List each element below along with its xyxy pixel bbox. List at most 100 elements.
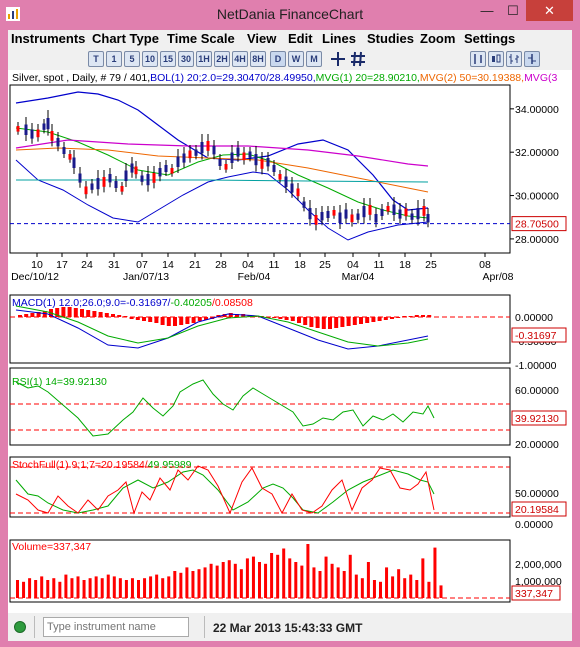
- volume-bar: [22, 581, 26, 598]
- menu-studies[interactable]: Studies: [367, 31, 414, 46]
- macd-histogram-bar: [216, 315, 221, 317]
- price-candle-body: [410, 213, 414, 220]
- timescale-weekly-button[interactable]: W: [288, 51, 304, 67]
- macd-panel[interactable]: MACD(1) 12.0;26.0;9.0=-0.31697/-0.40205/…: [9, 294, 567, 372]
- main-legend-item: MVG(3: [524, 72, 557, 84]
- main-x-major-label: Mar/04: [342, 271, 375, 283]
- instrument-search-input[interactable]: [43, 617, 189, 637]
- window-title: NetDania FinanceChart: [216, 6, 364, 22]
- price-candle-body: [422, 206, 426, 216]
- macd-histogram-bar: [86, 310, 91, 317]
- ohlc-type-icon[interactable]: [506, 51, 522, 67]
- macd-legend-item: MACD(1) 12.0;26.0;9.0=-0.31697/: [12, 297, 171, 309]
- macd-histogram-bar: [235, 314, 239, 317]
- rsi-tick-0: 60.00000: [515, 385, 559, 397]
- main-price-panel[interactable]: Silver, spot , Daily, # 79 / 401,BOL(1) …: [9, 72, 567, 283]
- price-candle-body: [368, 205, 372, 215]
- maximize-button[interactable]: ☐: [507, 3, 519, 18]
- volume-bar: [330, 563, 334, 598]
- volume-bar: [161, 578, 165, 598]
- menu-instruments[interactable]: Instruments: [11, 31, 86, 46]
- stoch-panel[interactable]: StochFull(1) 9;1;7=20.19584/49.95989 50.…: [9, 456, 567, 531]
- timescale-1h-button[interactable]: 1H: [196, 51, 212, 67]
- price-candle-body: [102, 177, 106, 187]
- timescale-30min-button[interactable]: 30: [178, 51, 194, 67]
- macd-histogram-bar: [427, 315, 432, 317]
- volume-bar: [391, 576, 395, 598]
- chart-svg[interactable]: Silver, spot , Daily, # 79 / 401,BOL(1) …: [8, 70, 572, 613]
- timescale-2h-button[interactable]: 2H: [214, 51, 230, 67]
- menu-bar: Instruments Chart Type Time Scale View E…: [8, 30, 572, 48]
- bar-type-icon[interactable]: [470, 51, 486, 67]
- bollinger-lower-band: [15, 159, 429, 241]
- timescale-15min-button[interactable]: 15: [160, 51, 176, 67]
- timescale-5min-button[interactable]: 5: [124, 51, 140, 67]
- macd-histogram-bar: [36, 312, 41, 317]
- rsi-tick-1: 20.00000: [515, 439, 559, 451]
- close-button[interactable]: ✕: [526, 0, 573, 21]
- main-x-axis: 10 17 24 31 07 14 21 28 04 11 18 25 04 11 18 25 08 Dec/10…: [11, 253, 514, 283]
- macd-histogram-bar: [197, 317, 202, 321]
- macd-series: [10, 305, 510, 350]
- volume-bar: [34, 580, 38, 598]
- candle-type-icon[interactable]: [488, 51, 504, 67]
- price-candle-body: [24, 124, 28, 135]
- rsi-panel[interactable]: RSI(1) 14=39.92130 60.00000 20.00000 39.…: [9, 367, 567, 451]
- macd-legend: MACD(1) 12.0;26.0;9.0=-0.31697/-0.40205/…: [12, 297, 253, 309]
- line-type-icon[interactable]: [524, 51, 540, 67]
- menu-lines[interactable]: Lines: [322, 31, 356, 46]
- macd-histogram-bar: [166, 317, 171, 326]
- chart-area[interactable]: Silver, spot , Daily, # 79 / 401,BOL(1) …: [8, 70, 572, 613]
- volume-bar: [360, 578, 364, 598]
- timescale-4h-button[interactable]: 4H: [232, 51, 248, 67]
- volume-bar: [342, 571, 346, 598]
- macd-histogram-bar: [402, 316, 407, 317]
- price-candle-body: [164, 165, 168, 172]
- main-y-tick-label: 28.00000: [515, 234, 559, 246]
- app-icon: [6, 7, 20, 21]
- macd-histogram-bar: [328, 317, 332, 329]
- volume-bar: [197, 569, 201, 598]
- price-candle-body: [194, 149, 198, 156]
- volume-panel[interactable]: Volume=337,347 2,000,000 1,000,000 337,3…: [9, 539, 562, 603]
- timescale-tick-button[interactable]: T: [88, 51, 104, 67]
- price-candle-body: [182, 153, 186, 163]
- main-legend-item: Silver, spot , Daily, # 79 / 401,: [12, 72, 150, 84]
- volume-bar: [264, 563, 268, 598]
- menu-settings[interactable]: Settings: [464, 31, 516, 46]
- macd-legend-item: -0.40205: [170, 297, 212, 309]
- crosshair-icon[interactable]: [330, 51, 346, 67]
- menu-view[interactable]: View: [247, 31, 277, 46]
- timescale-monthly-button[interactable]: M: [306, 51, 322, 67]
- main-x-major-label: Apr/08: [483, 271, 514, 283]
- macd-signal-line: [15, 305, 429, 347]
- macd-histogram-bar: [80, 309, 84, 317]
- grid-icon[interactable]: [350, 51, 366, 67]
- macd-legend-item: /0.08508: [212, 297, 253, 309]
- main-x-major-label: Jan/07/13: [123, 271, 169, 283]
- price-candle-body: [206, 141, 210, 151]
- menu-zoom[interactable]: Zoom: [420, 31, 456, 46]
- timescale-8h-button[interactable]: 8H: [250, 51, 266, 67]
- volume-bar: [58, 581, 62, 598]
- minimize-button[interactable]: —: [480, 3, 494, 18]
- volume-bar: [385, 567, 389, 598]
- volume-bar: [118, 578, 122, 598]
- volume-bar: [294, 562, 298, 598]
- timescale-1min-button[interactable]: 1: [106, 51, 122, 67]
- stoch-series: [15, 465, 435, 515]
- timescale-10min-button[interactable]: 10: [142, 51, 158, 67]
- main-x-tick-label: 18: [399, 259, 411, 271]
- menu-chart-type[interactable]: Chart Type: [92, 31, 159, 46]
- main-x-tick-label: 08: [479, 259, 491, 271]
- main-y-tick-label: 34.00000: [515, 104, 559, 116]
- price-candle-body: [50, 131, 54, 141]
- volume-bar: [379, 581, 382, 598]
- menu-time-scale[interactable]: Time Scale: [167, 31, 235, 46]
- timescale-daily-button[interactable]: D: [270, 51, 286, 67]
- menu-edit[interactable]: Edit: [288, 31, 313, 46]
- volume-bar: [288, 558, 292, 598]
- macd-histogram-bar: [67, 307, 72, 317]
- macd-histogram-bar: [396, 317, 401, 318]
